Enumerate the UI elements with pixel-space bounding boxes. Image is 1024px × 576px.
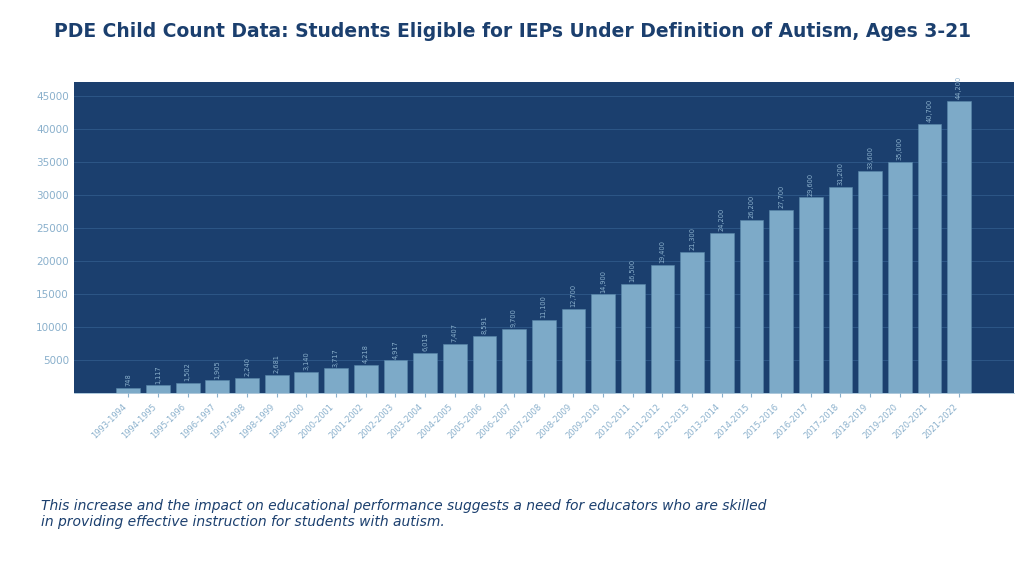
Bar xyxy=(888,162,911,393)
Bar xyxy=(176,383,200,393)
Text: 3,717: 3,717 xyxy=(333,348,339,367)
Bar xyxy=(236,378,259,393)
Text: 44,200: 44,200 xyxy=(956,76,963,99)
Text: 2,681: 2,681 xyxy=(273,355,280,373)
Text: 29,600: 29,600 xyxy=(808,173,814,196)
Text: 26,200: 26,200 xyxy=(749,195,755,218)
Bar xyxy=(680,252,703,393)
Text: 6,013: 6,013 xyxy=(422,333,428,351)
Text: 12,700: 12,700 xyxy=(570,284,577,307)
Text: 1,502: 1,502 xyxy=(184,362,190,381)
Bar xyxy=(799,198,822,393)
Text: This increase and the impact on educational performance suggests a need for educ: This increase and the impact on educatio… xyxy=(41,499,766,529)
Bar xyxy=(206,380,229,393)
Bar xyxy=(502,329,526,393)
Bar xyxy=(325,368,348,393)
Text: 11,100: 11,100 xyxy=(541,295,547,318)
Bar xyxy=(295,372,318,393)
Text: 8,591: 8,591 xyxy=(481,316,487,335)
Text: 7,407: 7,407 xyxy=(452,323,458,342)
Bar xyxy=(384,361,408,393)
Text: 16,500: 16,500 xyxy=(630,259,636,282)
Text: 33,600: 33,600 xyxy=(867,146,873,169)
Bar xyxy=(918,124,941,393)
Bar xyxy=(561,309,586,393)
Bar xyxy=(858,171,882,393)
Bar xyxy=(442,344,467,393)
Bar xyxy=(769,210,793,393)
Bar xyxy=(117,388,140,393)
Text: 2,240: 2,240 xyxy=(244,357,250,376)
Text: 14,900: 14,900 xyxy=(600,270,606,293)
Bar xyxy=(413,353,437,393)
Text: 19,400: 19,400 xyxy=(659,240,666,263)
Text: 35,000: 35,000 xyxy=(897,137,903,160)
Bar xyxy=(146,385,170,393)
Text: 4,218: 4,218 xyxy=(362,344,369,363)
Text: 4,917: 4,917 xyxy=(392,340,398,359)
Text: 1,905: 1,905 xyxy=(214,360,220,378)
Bar xyxy=(531,320,556,393)
Text: 24,200: 24,200 xyxy=(719,208,725,232)
Bar xyxy=(947,101,971,393)
Text: 1,117: 1,117 xyxy=(155,365,161,384)
Text: PDE Child Count Data: Students Eligible for IEPs Under Definition of Autism, Age: PDE Child Count Data: Students Eligible … xyxy=(53,22,971,41)
Bar xyxy=(591,294,615,393)
Bar xyxy=(739,220,763,393)
Bar xyxy=(710,233,733,393)
Bar xyxy=(265,375,289,393)
Text: 31,200: 31,200 xyxy=(838,162,844,185)
Text: 21,300: 21,300 xyxy=(689,228,695,251)
Bar xyxy=(354,365,378,393)
Bar xyxy=(472,336,497,393)
Bar xyxy=(650,265,675,393)
Bar xyxy=(621,284,645,393)
Text: 748: 748 xyxy=(125,373,131,386)
Text: 27,700: 27,700 xyxy=(778,185,784,208)
Text: 9,700: 9,700 xyxy=(511,308,517,327)
Text: 40,700: 40,700 xyxy=(927,99,933,122)
Bar xyxy=(828,187,852,393)
Text: 3,140: 3,140 xyxy=(303,352,309,370)
